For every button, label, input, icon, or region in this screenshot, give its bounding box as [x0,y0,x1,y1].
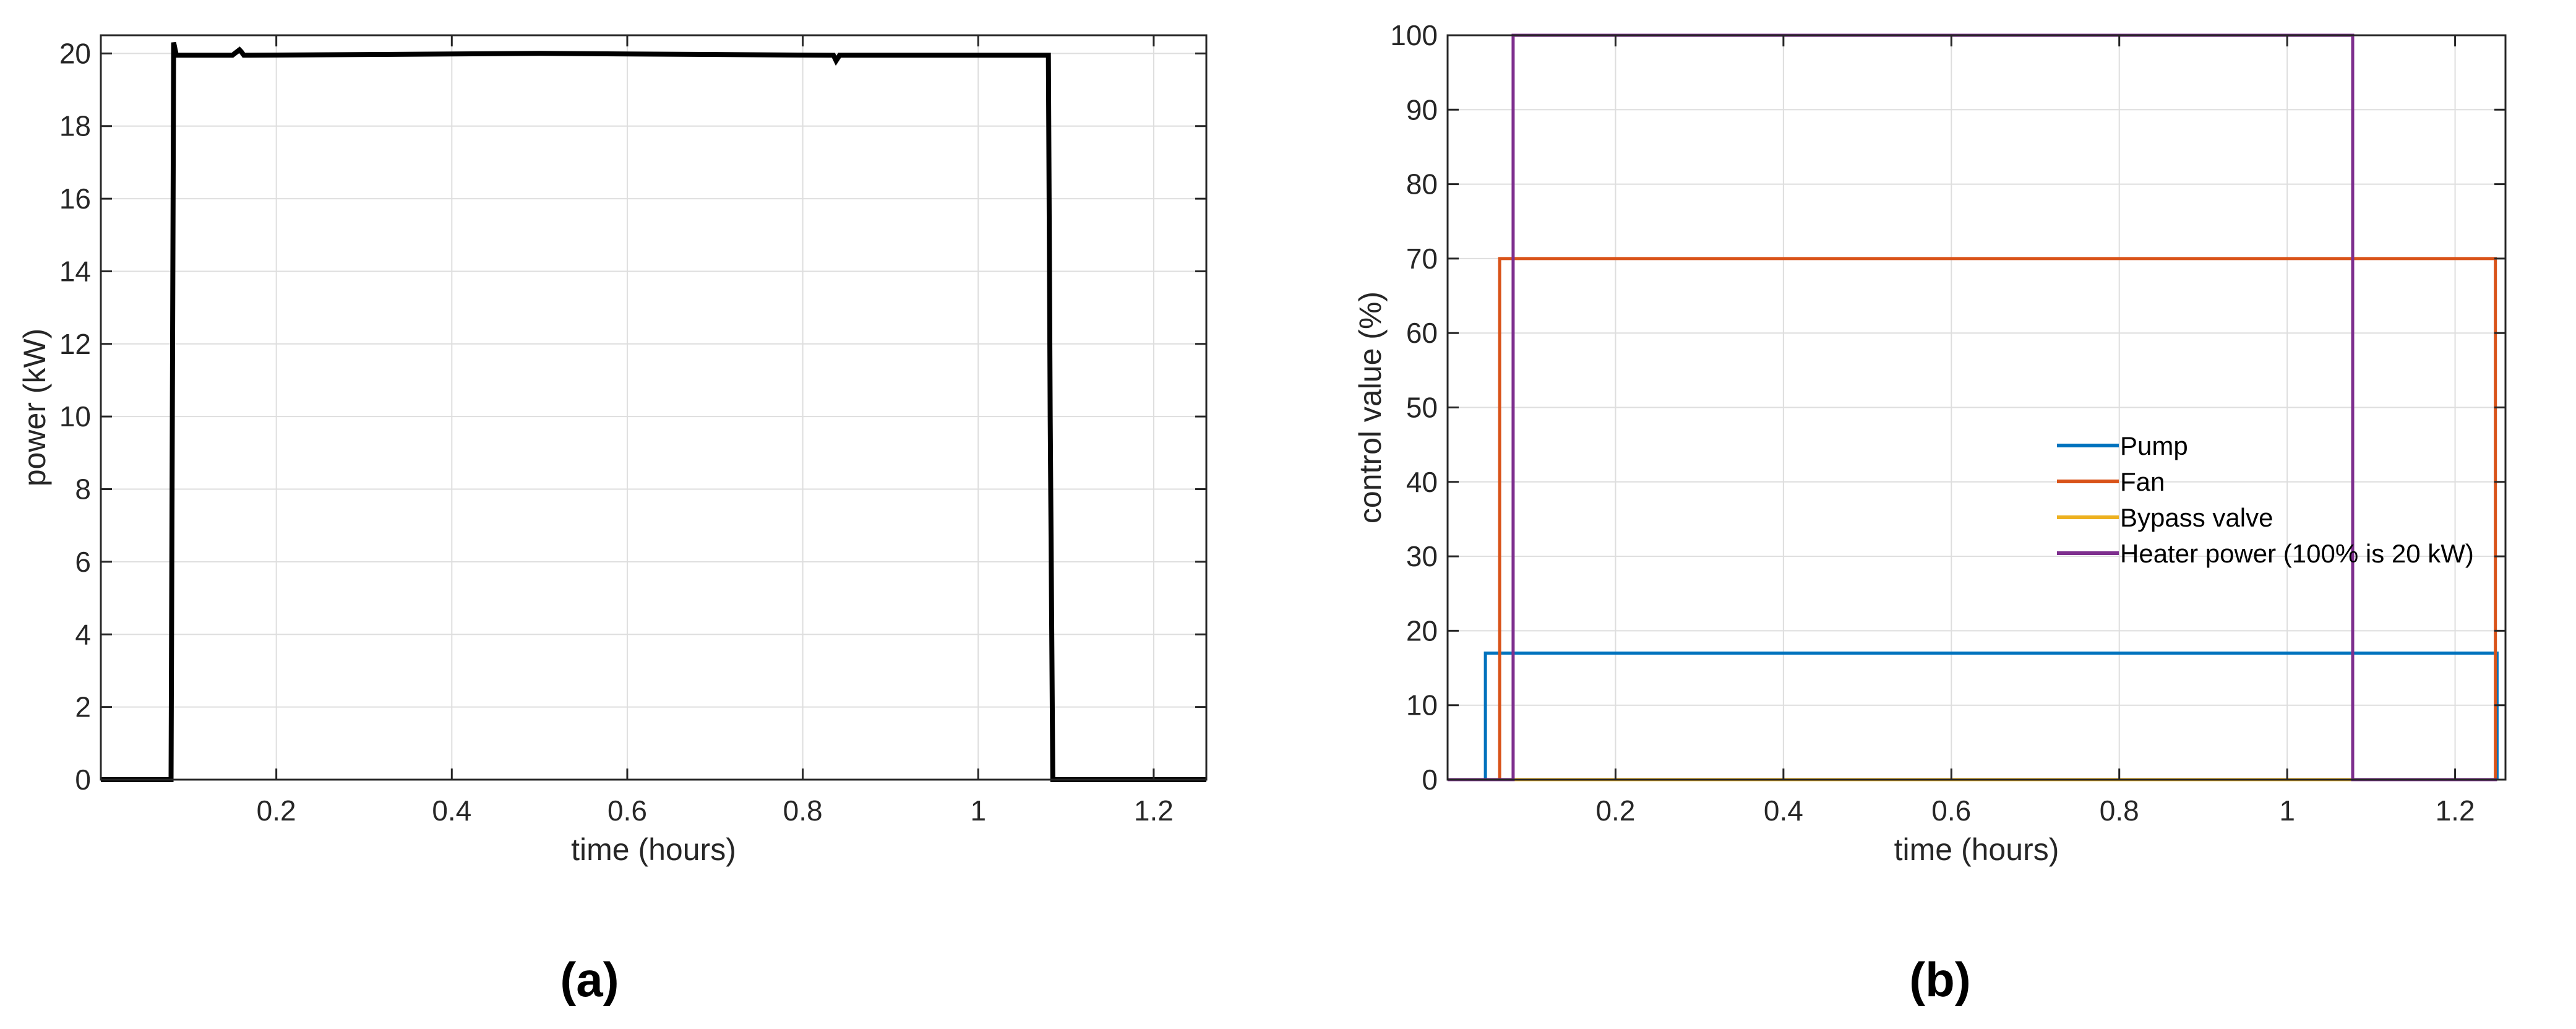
panel-label: (a) [560,952,619,1007]
y-tick-label: 20 [59,37,91,69]
legend: Pump Fan Bypass valve Heater power (100% is… [2057,431,2474,568]
y-tick-label: 0 [1422,764,1438,796]
y-tick-label: 50 [1406,392,1438,424]
y-tick-label: 4 [75,618,91,650]
legend-entry: Heater power (100% is 20 kW) [2120,539,2474,568]
y-tick-label: 8 [75,473,91,506]
x-tick-label: 1.2 [2436,794,2475,827]
y-tick-label: 90 [1406,93,1438,126]
y-tick-label: 20 [1406,614,1438,647]
y-tick-label: 12 [59,328,91,360]
x-tick-label: 0.8 [2100,794,2139,827]
y-tick-label: 16 [59,183,91,215]
x-tick-label: 1 [2279,794,2295,827]
legend-entry: Pump [2120,431,2188,460]
chart-panel-b: 0.2 0.4 0.6 0.8 1 1.2 0 10 20 30 40 50 60 70 80 90 100 ti… [1353,19,2507,1007]
y-axis-label: control value (%) [1353,291,1388,523]
x-tick-label: 0.6 [1931,794,1971,827]
y-tick-label: 14 [59,255,91,287]
x-axis-label: time (hours) [1894,832,2059,867]
x-tick-label: 1 [970,794,986,827]
x-tick-label: 0.2 [257,794,296,827]
x-tick-label: 0.4 [1764,794,1803,827]
y-tick-label: 80 [1406,168,1438,200]
x-tick-label: 0.2 [1595,794,1635,827]
y-tick-label: 2 [75,691,91,723]
series-line-power [101,41,1206,782]
x-tick-label: 0.6 [608,794,647,827]
y-axis-label: power (kW) [17,329,52,487]
x-tick-label: 1.2 [1134,794,1174,827]
x-tick-label: 0.4 [432,794,471,827]
x-axis-label: time (hours) [571,832,736,867]
y-tick-label: 100 [1390,19,1438,51]
y-tick-label: 30 [1406,540,1438,572]
y-tick-label: 70 [1406,243,1438,275]
y-tick-label: 10 [1406,689,1438,721]
legend-entry: Bypass valve [2120,503,2273,532]
chart-panel-a: 0.2 0.4 0.6 0.8 1 1.2 0 2 4 6 8 10 12 14 16 18 20 time (h… [17,34,1208,1007]
y-tick-label: 6 [75,546,91,578]
panel-label: (b) [1909,952,1971,1007]
y-tick-label: 18 [59,110,91,142]
axes-box [100,34,1208,781]
y-tick-label: 0 [75,764,91,796]
legend-entry: Fan [2120,467,2165,496]
y-tick-label: 60 [1406,317,1438,349]
x-tick-label: 0.8 [783,794,823,827]
y-tick-label: 10 [59,400,91,433]
plot-area [101,35,1206,780]
y-tick-label: 40 [1406,466,1438,498]
